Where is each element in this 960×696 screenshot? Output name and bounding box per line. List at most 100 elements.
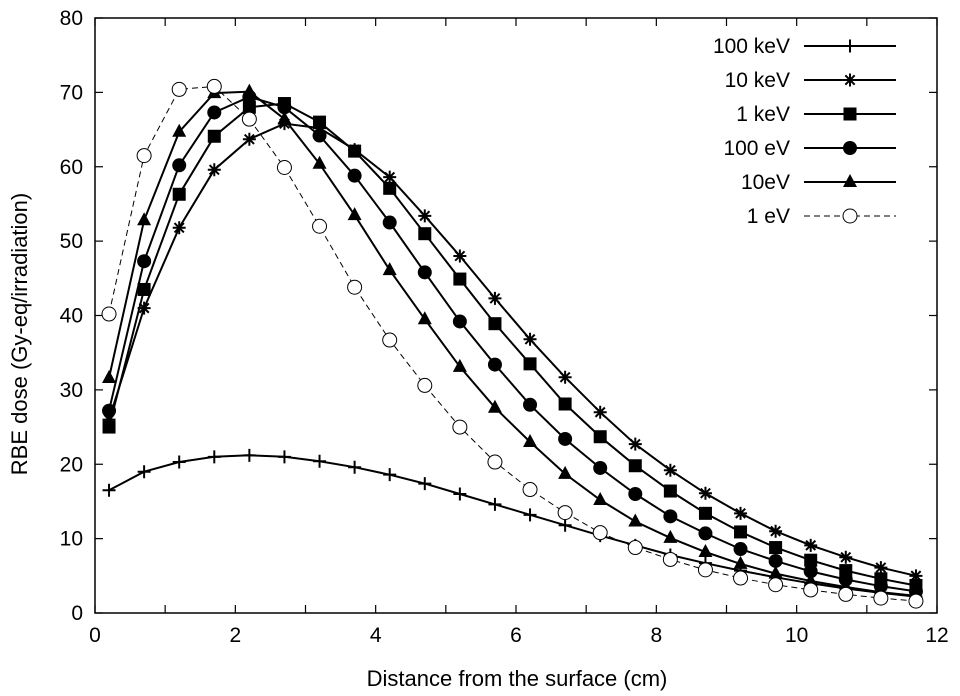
data-point (523, 433, 538, 447)
data-point (312, 218, 328, 234)
data-point (383, 170, 397, 184)
legend-marker (843, 39, 857, 53)
data-point (137, 465, 151, 479)
data-point (417, 311, 432, 325)
data-point (313, 454, 327, 468)
legend-label: 10eV (741, 171, 790, 194)
legend-entry-0: 100 keV (713, 35, 896, 58)
data-point (628, 513, 643, 527)
data-point (593, 405, 607, 419)
data-point (312, 128, 327, 143)
data-point (523, 332, 537, 346)
data-point (768, 553, 783, 568)
data-point (803, 573, 818, 587)
data-point (488, 317, 502, 331)
data-point (803, 564, 818, 579)
data-point (558, 431, 573, 446)
data-point (347, 207, 362, 221)
data-point (102, 420, 116, 434)
x-tick-label: 6 (510, 624, 522, 647)
data-point (348, 460, 362, 474)
data-point (418, 477, 432, 491)
data-point (873, 590, 889, 606)
series-line (108, 102, 917, 587)
data-point (663, 484, 677, 498)
data-point (627, 540, 643, 556)
legend-label: 100 eV (723, 137, 790, 160)
data-point (452, 358, 467, 372)
y-tick-label: 30 (60, 379, 83, 402)
data-point (418, 227, 432, 241)
legend-marker (843, 73, 857, 87)
data-point (558, 465, 573, 479)
data-point (242, 100, 256, 114)
data-point (487, 399, 502, 413)
series-line (108, 122, 917, 577)
data-point (137, 212, 152, 226)
data-point (137, 254, 152, 269)
data-point (207, 450, 221, 464)
data-point (277, 450, 291, 464)
data-point (874, 561, 888, 575)
data-point (242, 83, 257, 97)
legend: 100 keV 10 keV 1 keV 100 eV 10eV 1 eV (713, 35, 896, 228)
data-point (487, 454, 503, 470)
data-point (698, 506, 712, 520)
legend-entry-5: 1 eV (747, 205, 896, 228)
data-point (172, 158, 187, 173)
data-point (698, 526, 713, 541)
data-point (382, 262, 397, 276)
data-point (136, 148, 152, 164)
series-1 (102, 117, 923, 583)
data-point (698, 486, 712, 500)
data-point (417, 265, 432, 280)
series-line (108, 454, 917, 598)
data-point (207, 163, 221, 177)
data-point (418, 209, 432, 223)
data-point (733, 555, 748, 569)
data-point (102, 369, 117, 383)
series-group (101, 78, 924, 609)
data-point (347, 168, 362, 183)
data-point (277, 100, 292, 115)
data-point (348, 144, 362, 158)
data-point (769, 541, 783, 555)
data-point (697, 562, 713, 578)
legend-entry-3: 100 eV (723, 137, 896, 160)
y-axis-title: RBE dose (Gy-eq/irradiation) (7, 193, 32, 475)
data-point (663, 529, 678, 543)
legend-entry-1: 10 keV (725, 69, 896, 92)
data-point (207, 105, 222, 120)
data-point (662, 551, 678, 567)
data-point (804, 553, 818, 567)
data-point (663, 463, 677, 477)
data-point (453, 249, 467, 263)
data-point (453, 272, 467, 286)
x-axis-title: Distance from the surface (cm) (367, 666, 668, 691)
data-point (558, 518, 572, 532)
data-point (172, 455, 186, 469)
data-point (803, 582, 819, 598)
legend-entry-4: 10eV (741, 171, 896, 194)
plot-frame (94, 17, 938, 614)
x-tick-label: 8 (650, 624, 662, 647)
series-2 (102, 97, 923, 592)
data-point (277, 111, 292, 125)
data-point (242, 448, 256, 462)
data-point (242, 132, 256, 146)
data-point (557, 505, 573, 521)
data-point (453, 487, 467, 501)
x-tick-label: 2 (229, 624, 241, 647)
data-point (207, 129, 221, 143)
data-point (523, 397, 538, 412)
data-point (452, 314, 467, 329)
data-point (172, 187, 186, 201)
data-point (558, 397, 572, 411)
data-point (137, 282, 151, 296)
data-point (558, 370, 572, 384)
legend-label: 100 keV (713, 35, 790, 58)
legend-label: 10 keV (725, 69, 790, 92)
y-tick-label: 50 (60, 230, 83, 253)
data-point (838, 586, 854, 602)
